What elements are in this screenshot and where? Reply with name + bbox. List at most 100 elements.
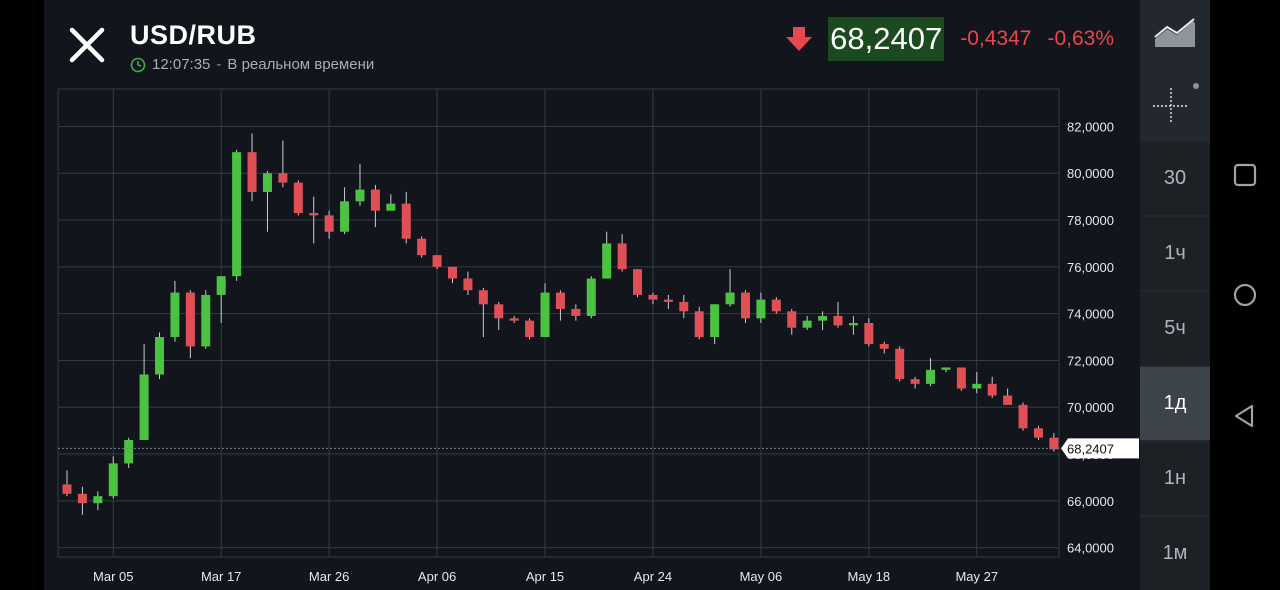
pair-title: USD/RUB: [130, 20, 257, 50]
y-tick-label: 70,0000: [1067, 400, 1114, 415]
candle-up[interactable]: [941, 367, 951, 370]
candle-down[interactable]: [740, 292, 750, 319]
last-price-tag: [1061, 438, 1139, 459]
x-tick-label: Apr 15: [526, 569, 564, 584]
app-screen: USD/RUB 12:07:35 - В реальном времени 68…: [44, 0, 1140, 590]
candle-up[interactable]: [355, 189, 365, 202]
x-tick-label: Apr 24: [634, 569, 672, 584]
candle-down[interactable]: [679, 301, 689, 312]
candle-up[interactable]: [756, 299, 766, 319]
candle-up[interactable]: [586, 278, 596, 316]
candle-up[interactable]: [725, 292, 735, 305]
candle-down[interactable]: [910, 379, 920, 384]
candle-down[interactable]: [247, 152, 257, 192]
close-icon[interactable]: [64, 22, 110, 68]
y-tick-label: 72,0000: [1067, 353, 1114, 368]
candle-down[interactable]: [509, 318, 519, 321]
candle-down[interactable]: [478, 290, 488, 305]
candle-down[interactable]: [324, 215, 334, 232]
candle-up[interactable]: [340, 201, 350, 232]
timeframe-1m[interactable]: 1м: [1140, 517, 1210, 590]
candle-down[interactable]: [309, 213, 319, 216]
clock-icon: [130, 57, 146, 72]
timeframe-1w[interactable]: 1н: [1140, 442, 1210, 515]
candle-up[interactable]: [848, 323, 858, 326]
candlestick-chart[interactable]: 82,0000 80,0000 78,0000 76,0000 74,0000 72,00…: [44, 0, 1140, 590]
candle-down[interactable]: [463, 278, 473, 291]
candle-down[interactable]: [633, 269, 643, 295]
candle-up[interactable]: [216, 276, 226, 295]
candle-down[interactable]: [1049, 437, 1059, 450]
y-tick-label: 82,0000: [1067, 119, 1114, 134]
candle-up[interactable]: [972, 383, 982, 389]
timeframe-5h[interactable]: 5ч: [1140, 292, 1210, 365]
y-tick-label: 74,0000: [1067, 307, 1114, 322]
candle-down[interactable]: [864, 323, 874, 345]
candle-down[interactable]: [771, 299, 781, 312]
timeframe-30[interactable]: 30: [1140, 142, 1210, 215]
candle-down[interactable]: [1003, 395, 1013, 405]
candle-down[interactable]: [278, 173, 288, 183]
candle-down[interactable]: [987, 383, 997, 396]
candle-down[interactable]: [833, 315, 843, 326]
time-value: 12:07:35: [152, 56, 211, 73]
realtime-label: В реальном времени: [227, 56, 375, 73]
candle-up[interactable]: [818, 315, 828, 321]
candle-down[interactable]: [77, 493, 87, 504]
timeframe-1h[interactable]: 1ч: [1140, 217, 1210, 290]
candle-up[interactable]: [710, 304, 720, 338]
y-tick-label: 78,0000: [1067, 213, 1114, 228]
candle-down[interactable]: [787, 311, 797, 328]
candle-down[interactable]: [401, 203, 411, 239]
candle-down[interactable]: [571, 308, 581, 316]
candle-up[interactable]: [155, 337, 165, 375]
candle-down[interactable]: [555, 292, 565, 309]
time-separator: -: [216, 56, 222, 73]
candle-down[interactable]: [432, 255, 442, 267]
crosshair-button[interactable]: [1140, 68, 1210, 136]
candle-down[interactable]: [370, 189, 380, 211]
x-tick-label: May 06: [740, 569, 783, 584]
candle-up[interactable]: [802, 320, 812, 328]
candle-down[interactable]: [895, 348, 905, 380]
candle-up[interactable]: [201, 294, 211, 347]
price-area: 68,2407 -0,4347 -0,63%: [784, 17, 1114, 61]
candle-up[interactable]: [93, 496, 103, 504]
candle-down[interactable]: [293, 182, 303, 214]
candle-down[interactable]: [448, 266, 457, 279]
chart-type-button[interactable]: [1140, 0, 1210, 68]
candle-down[interactable]: [1033, 428, 1043, 438]
candle-down[interactable]: [879, 344, 889, 349]
price-change: -0,4347: [960, 27, 1032, 50]
candle-down[interactable]: [185, 292, 195, 347]
candle-up[interactable]: [139, 374, 149, 440]
time-row: 12:07:35 - В реальном времени: [130, 56, 374, 73]
x-tick-label: Apr 06: [418, 569, 456, 584]
candle-up[interactable]: [262, 173, 272, 192]
candle-down[interactable]: [62, 484, 72, 494]
x-tick-label: May 27: [955, 569, 998, 584]
candle-up[interactable]: [108, 463, 118, 497]
candle-down[interactable]: [525, 320, 535, 338]
candle-up[interactable]: [170, 292, 180, 338]
candle-down[interactable]: [663, 299, 673, 302]
candle-up[interactable]: [124, 440, 134, 464]
y-tick-label: 80,0000: [1067, 166, 1114, 181]
candle-up[interactable]: [540, 292, 550, 338]
triangle-back-icon[interactable]: [1232, 403, 1258, 429]
x-tick-label: Mar 17: [201, 569, 241, 584]
candle-down[interactable]: [648, 294, 658, 300]
circle-icon[interactable]: [1232, 282, 1258, 308]
candle-down[interactable]: [494, 304, 504, 319]
square-icon[interactable]: [1232, 162, 1258, 188]
candle-up[interactable]: [602, 243, 612, 279]
candle-up[interactable]: [232, 152, 242, 277]
candle-down[interactable]: [1018, 404, 1028, 429]
candle-down[interactable]: [617, 243, 627, 270]
candle-up[interactable]: [926, 369, 936, 384]
timeframe-1d[interactable]: 1д: [1140, 367, 1210, 440]
candle-down[interactable]: [694, 311, 704, 338]
candle-up[interactable]: [386, 203, 396, 211]
candle-down[interactable]: [417, 238, 427, 256]
candle-down[interactable]: [956, 367, 966, 389]
